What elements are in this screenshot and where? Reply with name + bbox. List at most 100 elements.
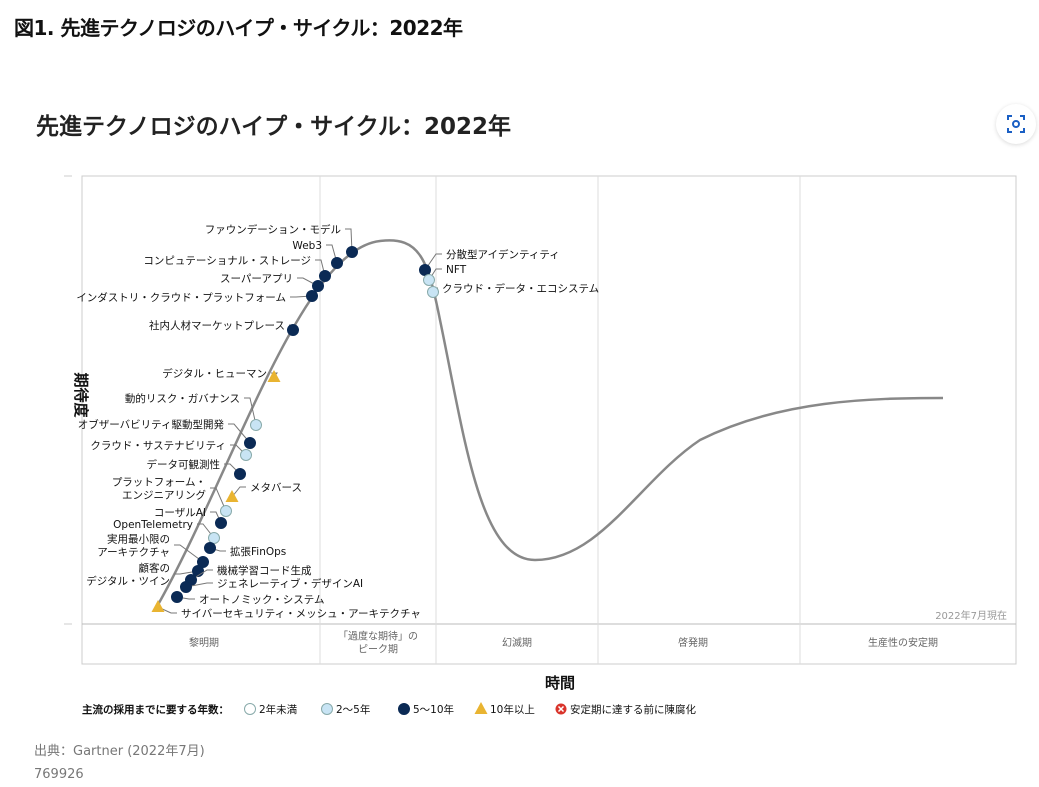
item-marker (331, 257, 343, 269)
item-label: オブザーバビリティ駆動型開発 (78, 418, 225, 431)
hype-item: メタバース (225, 482, 302, 502)
item-marker (346, 246, 358, 258)
item-label: サイバーセキュリティ・メッシュ・アーキテクチャ (181, 608, 421, 620)
hype-item: OpenTelemetry (113, 519, 220, 544)
item-label: 社内人材マーケットプレース (149, 319, 285, 332)
item-label: NFT (446, 264, 467, 276)
item-marker (215, 517, 227, 529)
item-label: コンピュテーショナル・ストレージ (143, 255, 311, 267)
x-axis-label: 時間 (545, 674, 575, 692)
item-marker (204, 542, 216, 554)
legend-label: 安定期に達する前に陳腐化 (570, 703, 696, 716)
item-marker (319, 270, 331, 282)
item-label: ファウンデーション・モデル (205, 223, 341, 236)
item-marker (180, 581, 192, 593)
item-label: 実用最小限の (107, 533, 170, 546)
as-of-label: 2022年7月現在 (935, 609, 1007, 622)
item-label: エンジニアリング (122, 489, 206, 502)
item-marker (312, 280, 324, 292)
item-marker (151, 600, 165, 612)
hype-item: 拡張FinOps (204, 542, 286, 558)
item-marker (234, 468, 246, 480)
legend-marker (398, 703, 410, 715)
item-marker (427, 286, 439, 298)
item-marker (197, 556, 209, 568)
chart-frame (81, 175, 1017, 665)
y-axis-label: 期待度 (72, 372, 90, 418)
legend-item: 安定期に達する前に陳腐化 (555, 703, 696, 716)
item-label: メタバース (250, 482, 302, 494)
legend-label: 10年以上 (490, 703, 535, 716)
leader-line (231, 486, 246, 498)
legend-item: 5〜10年 (398, 703, 454, 716)
hype-item: クラウド・サステナビリティ (90, 440, 252, 461)
hype-item: コーザルAI (154, 507, 227, 529)
phase-label: 「過度な期待」の (338, 630, 418, 643)
item-label: クラウド・データ・エコシステム (442, 282, 599, 295)
leader-line (244, 397, 257, 426)
leader-line (424, 253, 442, 271)
item-label: クラウド・サステナビリティ (90, 440, 226, 452)
hype-item: コンピュテーショナル・ストレージ (143, 255, 331, 282)
item-marker (306, 290, 318, 302)
visual-search-button[interactable] (996, 104, 1036, 144)
hype-curve (153, 239, 944, 611)
phase-label: 黎明期 (189, 636, 219, 649)
item-label: スーパーアプリ (220, 273, 293, 285)
item-marker (287, 324, 299, 336)
legend-marker (474, 702, 488, 714)
phase-label: 啓発期 (678, 636, 708, 649)
hype-item: インダストリ・クラウド・プラットフォーム (76, 290, 318, 304)
item-label: プラットフォーム・ (112, 477, 206, 489)
item-marker (423, 274, 435, 286)
legend-title: 主流の採用までに要する年数： (82, 703, 229, 716)
item-marker (225, 490, 239, 502)
source-note: 出典：Gartner (2022年7月) (34, 744, 205, 759)
legend-label: 2〜5年 (336, 703, 370, 716)
hype-item: クラウド・データ・エコシステム (427, 282, 599, 298)
legend-marker (244, 703, 256, 715)
item-label: 拡張FinOps (230, 545, 286, 558)
hype-item: 社内人材マーケットプレース (149, 319, 299, 336)
item-label: デジタル・ツイン (86, 575, 170, 588)
phase-label: ピーク期 (358, 644, 398, 656)
hype-item: 分散型アイデンティティ (419, 248, 560, 276)
hype-item: プラットフォーム・エンジニアリング (112, 477, 232, 517)
leader-line (190, 569, 213, 581)
chart-title: 先進テクノロジのハイプ・サイクル：2022年 (36, 113, 511, 140)
item-label: データ可観測性 (147, 458, 221, 471)
item-marker (267, 370, 281, 382)
hype-item: Web3 (292, 240, 343, 269)
phase-label: 生産性の安定期 (868, 636, 938, 649)
hype-item: オブザーバビリティ駆動型開発 (78, 418, 256, 449)
item-marker (192, 565, 204, 577)
item-marker (220, 505, 232, 517)
item-label: 動的リスク・ガバナンス (125, 392, 240, 405)
hype-item: 動的リスク・ガバナンス (125, 392, 262, 431)
item-label: Web3 (292, 240, 322, 252)
legend-item: 2〜5年 (321, 703, 370, 716)
item-marker (419, 264, 431, 276)
leader-line (210, 487, 227, 512)
item-marker (240, 449, 252, 461)
leader-line (174, 570, 199, 575)
leader-line (228, 423, 251, 444)
hype-item: データ可観測性 (147, 458, 246, 480)
legend-marker (321, 703, 333, 715)
item-marker (208, 532, 220, 544)
item-label: ジェネレーティブ・デザインAI (217, 577, 363, 590)
hype-item: ジェネレーティブ・デザインAI (180, 577, 363, 593)
leader-line (345, 228, 353, 253)
item-label: インダストリ・クラウド・プラットフォーム (76, 291, 286, 304)
legend-label: 5〜10年 (413, 703, 454, 716)
item-label: 顧客の (139, 562, 171, 575)
hype-item: サイバーセキュリティ・メッシュ・アーキテクチャ (151, 600, 421, 620)
item-label: アーキテクチャ (97, 547, 170, 559)
item-label: OpenTelemetry (113, 519, 193, 531)
legend-label: 2年未満 (259, 703, 298, 716)
hype-item: スーパーアプリ (220, 273, 324, 292)
item-label: 機械学習コード生成 (217, 564, 312, 577)
leader-line (174, 544, 204, 563)
